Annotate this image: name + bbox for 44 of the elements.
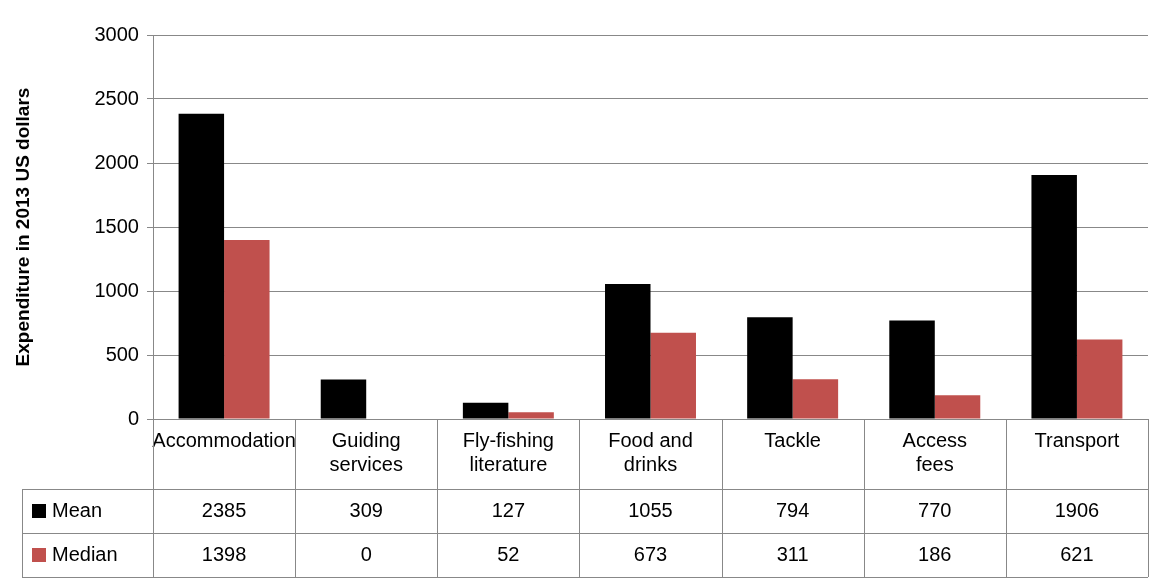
x-tick-label: Food and drinks [608,428,693,475]
bar [889,320,935,419]
y-tick-label: 2500 [94,86,139,109]
x-tick-label: Accommodation [152,428,296,451]
y-tick-label: 0 [127,406,139,429]
bar [934,395,981,419]
bar [650,332,696,419]
data-label: 127 [491,498,526,521]
data-label: 52 [497,542,520,565]
y-tick-label: 500 [105,342,139,365]
bar [508,412,554,419]
data-label: 2385 [201,498,247,521]
legend-label: Mean [52,498,103,521]
data-label: 794 [775,498,810,521]
data-label: 1398 [201,542,247,565]
bar [1076,339,1123,419]
data-label: 186 [918,542,952,565]
bar [320,379,367,419]
x-tick-label: Tackle [764,428,821,451]
legend-label: Median [52,542,118,565]
bar [224,240,270,419]
data-label: 311 [776,542,809,565]
bar [792,379,839,419]
bar [1031,175,1077,419]
data-label: 621 [1060,542,1094,565]
bar [605,283,651,419]
x-tick-label: Guiding services [329,428,403,475]
data-label: 770 [918,498,952,521]
bar [178,113,225,419]
data-label: 309 [349,498,383,521]
y-axis-title: Expenditure in 2013 US dollars [11,87,33,367]
bar [747,317,793,419]
x-tick-label: Access fees [902,428,968,475]
data-label: 0 [360,542,372,565]
bar [462,402,509,419]
y-tick-label: 2000 [94,150,139,173]
data-label: 1055 [628,498,673,521]
data-label: 673 [633,542,668,565]
x-tick-label: Transport [1034,428,1120,451]
y-tick-label: 3000 [94,22,139,45]
y-tick-label: 1500 [94,214,139,237]
data-label: 1906 [1054,498,1100,521]
y-tick-label: 1000 [94,278,139,301]
x-tick-label: Fly-fishing literature [462,428,554,475]
